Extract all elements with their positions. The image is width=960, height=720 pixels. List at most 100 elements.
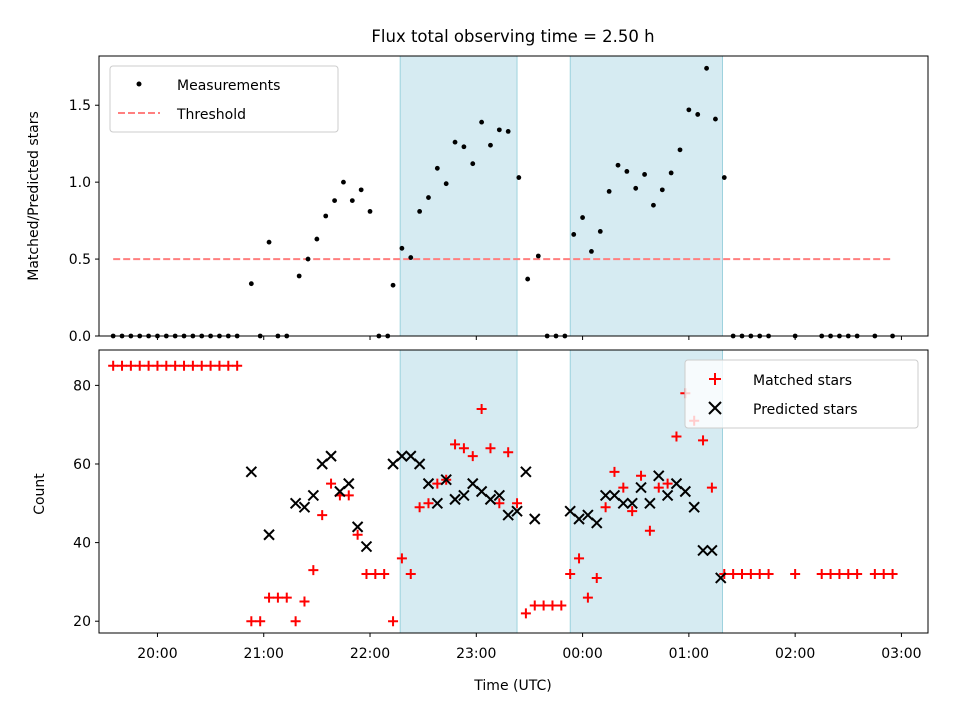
matched-star-point	[134, 360, 145, 371]
measurement-point	[488, 142, 493, 148]
predicted-star-point	[431, 497, 444, 509]
measurement-point	[434, 165, 440, 171]
measurement-point	[358, 187, 364, 193]
matched-star-point	[512, 498, 523, 509]
top-panel: 0.0 0.5 1.0 1.5 Matched/Predicted stars Mea…	[26, 55, 929, 345]
matched-star-point	[671, 431, 682, 442]
predicted-star-point	[502, 509, 514, 521]
chart-title: Flux total observing time = 2.50 h	[371, 27, 654, 46]
matched-star-point	[816, 569, 827, 580]
predicted-star-point	[599, 489, 612, 502]
measurement-point	[399, 245, 405, 251]
measurement-point	[332, 198, 337, 204]
matched-star-point	[529, 600, 540, 611]
predicted-star-point	[715, 572, 727, 584]
measurement-point	[461, 144, 467, 150]
predicted-star-point	[245, 466, 258, 478]
measurement-point	[624, 168, 630, 174]
measurement-point	[721, 175, 727, 180]
measurement-point	[606, 188, 612, 194]
measurement-point	[695, 112, 701, 117]
matched-star-point	[170, 360, 181, 371]
measurement-point	[633, 185, 639, 191]
x-tick-label: 03:00	[881, 646, 921, 662]
top-legend: Measurements Threshold	[109, 65, 339, 133]
measurement-point	[704, 65, 709, 71]
matched-star-point	[264, 592, 275, 603]
y-tick-label: 20	[73, 614, 91, 630]
matched-star-point	[326, 478, 337, 489]
matched-star-point	[887, 569, 898, 580]
predicted-star-point	[484, 493, 497, 506]
matched-star-point	[272, 592, 283, 603]
matched-star-point	[108, 360, 119, 371]
matched-star-point	[627, 506, 638, 517]
measurement-point	[713, 116, 718, 122]
measurement-point	[505, 128, 511, 134]
predicted-star-point	[635, 481, 647, 494]
bottom-panel: 20 40 60 80 20:00 21:00 22:00 23:00 00:00 01:00 0…	[32, 349, 929, 694]
matched-star-point	[662, 478, 673, 489]
matched-star-point	[343, 490, 354, 501]
matched-star-point	[706, 482, 717, 493]
measurement-point	[296, 273, 302, 279]
matched-star-point	[582, 592, 593, 603]
predicted-star-point	[475, 485, 488, 498]
matched-star-point	[494, 498, 505, 509]
matched-star-point	[450, 439, 461, 450]
measurement-point	[496, 127, 502, 133]
predicted-star-point	[591, 517, 603, 529]
bottom-axes-frame	[98, 349, 929, 634]
matched-star-point	[728, 569, 739, 580]
measurement-point	[470, 161, 476, 167]
predicted-star-point	[334, 485, 346, 498]
shaded-interval	[569, 55, 723, 337]
matched-star-point	[790, 569, 801, 580]
matched-star-point	[458, 443, 469, 454]
matched-star-point	[618, 482, 629, 493]
matched-star-point	[196, 360, 207, 371]
predicted-star-point	[343, 477, 355, 490]
measurement-point	[417, 208, 423, 214]
matched-star-point	[396, 553, 407, 564]
measurement-point	[686, 107, 692, 113]
predicted-star-point	[573, 513, 585, 525]
bottom-x-ticks: 20:00 21:00 22:00 23:00 00:00 01:00 02:00 03:00	[137, 633, 922, 662]
matched-star-point	[187, 360, 198, 371]
predicted-star-point	[520, 466, 532, 478]
measurement-point	[266, 239, 272, 245]
matched-star-point	[388, 616, 399, 627]
matched-star-point	[117, 360, 128, 371]
predicted-star-point	[582, 509, 594, 521]
measurement-point	[525, 276, 531, 282]
matched-star-point	[379, 569, 390, 580]
x-tick-label: 21:00	[244, 646, 284, 662]
measurement-point	[642, 172, 647, 177]
matched-star-point	[538, 600, 549, 611]
matched-star-point	[698, 435, 709, 446]
predicted-star-point	[440, 474, 452, 486]
predicted-star-point	[458, 489, 470, 502]
matched-star-point	[763, 569, 774, 580]
measurement-point	[677, 147, 683, 153]
predicted-star-point	[413, 458, 426, 470]
predicted-star-point	[360, 540, 373, 553]
matched-star-point	[125, 360, 136, 371]
predicted-star-point	[653, 470, 665, 482]
matched-star-point	[161, 360, 172, 371]
matched-star-point	[352, 529, 363, 540]
predicted-star-point	[307, 489, 320, 502]
matched-star-point	[591, 572, 602, 583]
y-tick-label: 1.5	[69, 98, 91, 114]
measurement-point	[443, 181, 449, 187]
predicted-star-point	[325, 450, 337, 462]
predicted-star-point	[644, 497, 656, 509]
matched-star-point	[205, 360, 216, 371]
matched-star-point	[565, 569, 576, 580]
predicted-star-point	[493, 489, 506, 502]
legend-x-marker	[708, 401, 722, 415]
top-x-ticks	[156, 336, 902, 340]
measurement-point	[659, 187, 665, 193]
matched-star-point	[405, 569, 416, 580]
